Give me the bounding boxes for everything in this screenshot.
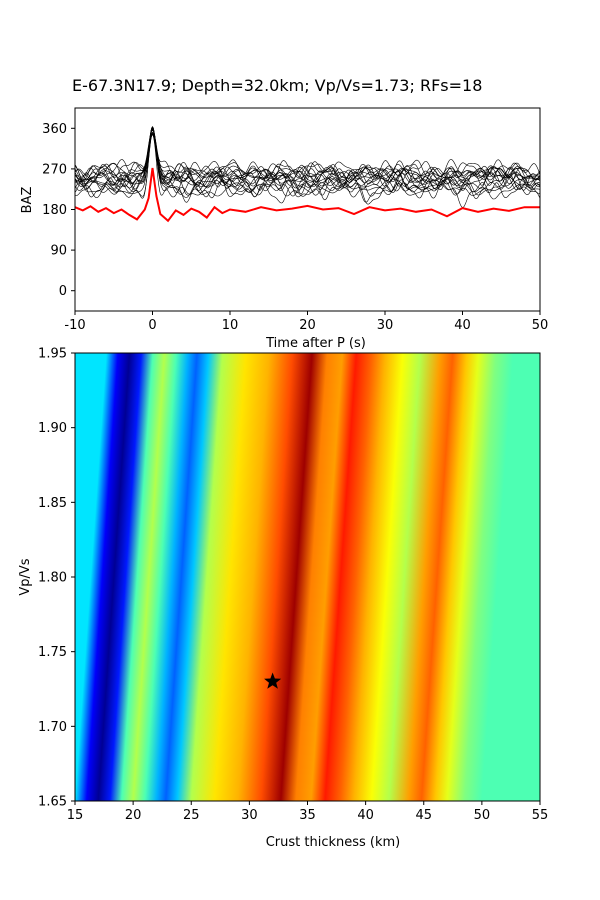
rf-y-axis-label: BAZ bbox=[20, 187, 35, 214]
x-tick-label: 40 bbox=[357, 808, 374, 823]
x-tick-label: 40 bbox=[454, 318, 471, 333]
x-tick-label: 55 bbox=[532, 808, 549, 823]
h-k-plot-frame bbox=[74, 352, 541, 802]
y-tick-label: 1.90 bbox=[38, 421, 67, 436]
x-tick-label: -10 bbox=[64, 318, 85, 333]
x-tick-label: 45 bbox=[415, 808, 432, 823]
y-tick-label: 180 bbox=[42, 203, 67, 218]
x-tick-label: 30 bbox=[377, 318, 394, 333]
h-k-stack-panel: 15 20 25 30 35 40 45 50 55 1.65 1.70 1.75 1.80 1.85 1.… bbox=[18, 347, 548, 851]
h-k-axis-ticks: 15 20 25 30 35 40 45 50 55 1.65 1.70 1.75 1.80 1.85 1.… bbox=[38, 347, 548, 824]
x-tick-label: 10 bbox=[222, 318, 239, 333]
x-tick-label: 20 bbox=[299, 318, 316, 333]
y-tick-label: 1.65 bbox=[38, 795, 67, 810]
y-tick-label: 360 bbox=[42, 122, 67, 137]
rf-trace-line bbox=[74, 130, 541, 189]
y-tick-label: 270 bbox=[42, 162, 67, 177]
rf-trace-line bbox=[74, 127, 541, 187]
stacked-rf-line bbox=[74, 167, 540, 223]
x-tick-label: 50 bbox=[532, 318, 549, 333]
rf-axis-ticks: -10 0 10 20 30 40 50 0 90 180 270 360 bbox=[42, 122, 548, 333]
y-tick-label: 1.80 bbox=[38, 571, 67, 586]
x-tick-label: 25 bbox=[183, 808, 200, 823]
rf-plot-frame bbox=[74, 107, 541, 312]
rf-trace-line bbox=[74, 128, 540, 191]
h-k-heatmap-field bbox=[75, 353, 540, 801]
y-tick-label: 1.75 bbox=[38, 645, 67, 660]
y-tick-label: 0 bbox=[59, 284, 67, 299]
x-tick-label: 35 bbox=[299, 808, 316, 823]
figure-title: E-67.3N17.9; Depth=32.0km; Vp/Vs=1.73; R… bbox=[72, 76, 482, 95]
rf-trace-line bbox=[74, 132, 541, 200]
x-tick-label: 15 bbox=[67, 808, 84, 823]
x-tick-label: 20 bbox=[125, 808, 142, 823]
x-tick-label: 50 bbox=[474, 808, 491, 823]
h-k-y-axis-label: Vp/Vs bbox=[18, 558, 33, 595]
rf-trace-line bbox=[74, 134, 541, 186]
y-tick-label: 1.95 bbox=[38, 347, 67, 362]
rf-trace-line bbox=[74, 129, 541, 198]
best-estimate-star-icon bbox=[264, 672, 282, 689]
y-tick-label: 1.85 bbox=[38, 496, 67, 511]
rf-x-axis-label: Time after P (s) bbox=[265, 336, 366, 351]
x-tick-label: 0 bbox=[148, 318, 156, 333]
rf-trace-lines bbox=[74, 125, 541, 208]
rf-traces-panel: -10 0 10 20 30 40 50 0 90 180 270 360 Time after P … bbox=[20, 107, 548, 351]
y-tick-label: 1.70 bbox=[38, 720, 67, 735]
x-tick-label: 30 bbox=[241, 808, 258, 823]
rf-trace-line bbox=[74, 133, 541, 198]
y-tick-label: 90 bbox=[50, 244, 67, 259]
h-k-x-axis-label: Crust thickness (km) bbox=[266, 835, 401, 850]
